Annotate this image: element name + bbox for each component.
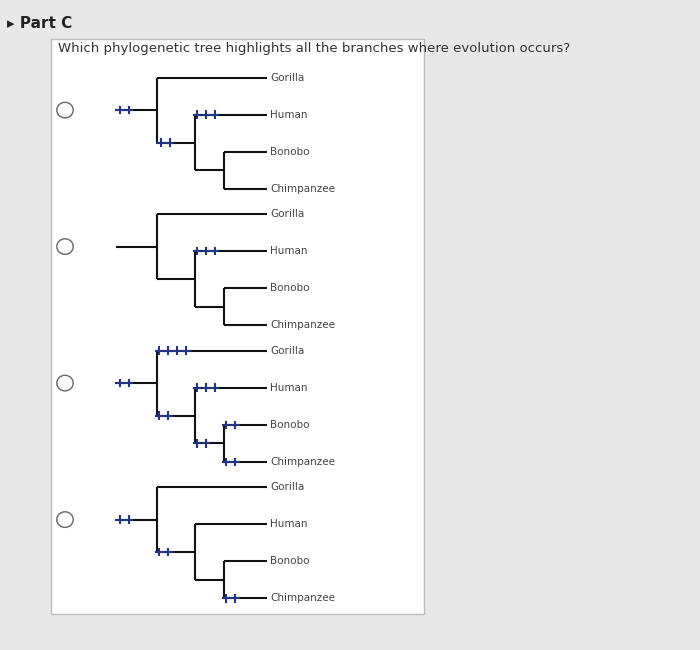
Text: Chimpanzee: Chimpanzee (270, 320, 335, 330)
Text: Gorilla: Gorilla (270, 73, 304, 83)
Circle shape (57, 512, 74, 527)
Text: Gorilla: Gorilla (270, 346, 304, 356)
Text: Bonobo: Bonobo (270, 147, 310, 157)
FancyBboxPatch shape (51, 39, 424, 614)
Text: Chimpanzee: Chimpanzee (270, 184, 335, 194)
Text: Gorilla: Gorilla (270, 482, 304, 492)
Text: Human: Human (270, 519, 308, 529)
Text: Bonobo: Bonobo (270, 556, 310, 566)
Text: Which phylogenetic tree highlights all the branches where evolution occurs?: Which phylogenetic tree highlights all t… (58, 42, 570, 55)
Text: Gorilla: Gorilla (270, 209, 304, 219)
Text: Human: Human (270, 110, 308, 120)
Circle shape (57, 239, 74, 254)
Circle shape (57, 375, 74, 391)
Text: Bonobo: Bonobo (270, 283, 310, 293)
Text: ▸ Part C: ▸ Part C (7, 16, 72, 31)
Text: Chimpanzee: Chimpanzee (270, 457, 335, 467)
Text: Chimpanzee: Chimpanzee (270, 593, 335, 603)
Text: Human: Human (270, 246, 308, 256)
Text: Human: Human (270, 383, 308, 393)
Circle shape (57, 102, 74, 118)
Text: Bonobo: Bonobo (270, 420, 310, 430)
